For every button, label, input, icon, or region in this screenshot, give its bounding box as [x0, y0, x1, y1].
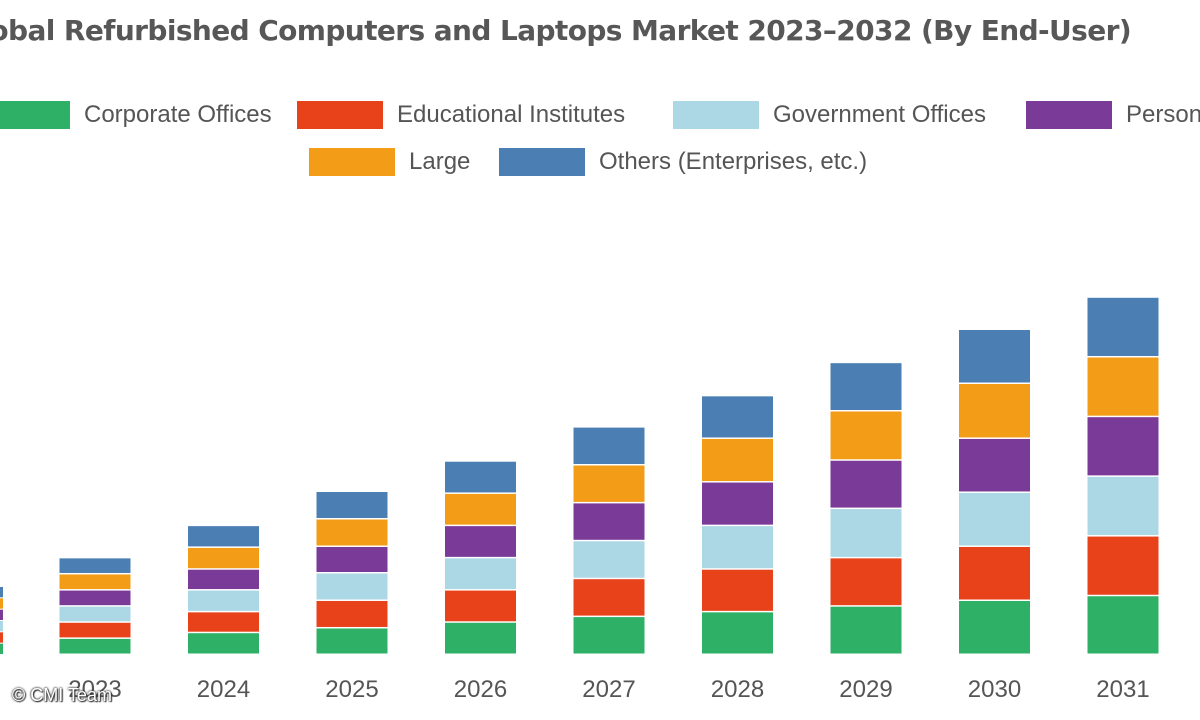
- bar-segment-2025-0: [316, 628, 388, 654]
- legend-label-corporate-offices: Corporate Offices: [84, 101, 272, 128]
- bar-segment-2024-4: [188, 547, 259, 569]
- legend-item-personal: Personal: [1026, 100, 1200, 130]
- bar-segment-2027-2: [573, 541, 645, 578]
- bar-segment-2024-3: [188, 569, 259, 590]
- legend-swatch-others: [499, 148, 585, 176]
- bar-segment-2031-0: [1087, 596, 1159, 654]
- bar-segment-2030-0: [959, 600, 1030, 654]
- bar-segment-2025-1: [316, 600, 388, 627]
- bar-segment-2030-2: [959, 492, 1030, 546]
- bar-segment-2026-0: [445, 622, 516, 654]
- legend-item-large: Large: [309, 147, 470, 177]
- x-tick-2026: 2026: [453, 676, 508, 703]
- bar-segment-2023-5: [59, 558, 131, 573]
- bar-segment-2031-2: [1087, 476, 1159, 536]
- bar-segment-2028-5: [702, 396, 773, 438]
- bar-segment-2023-1: [59, 622, 131, 638]
- bar-segment-2025-5: [316, 492, 388, 519]
- bar-segment-2025-2: [316, 573, 388, 600]
- legend-swatch-corporate-offices: [0, 101, 70, 129]
- x-tick-2031: 2031: [1096, 676, 1150, 703]
- chart-title: Global Refurbished Computers and Laptops…: [0, 14, 1132, 47]
- legend-swatch-educational-institutes: [297, 101, 383, 129]
- bar-segment-cropped-3: [0, 609, 3, 620]
- x-tick-2023: 2023: [68, 676, 122, 703]
- legend-label-government-offices: Government Offices: [773, 101, 986, 128]
- bar-segment-2024-0: [188, 633, 259, 654]
- bar-segment-2024-5: [188, 526, 259, 547]
- bar-segment-2026-4: [445, 493, 516, 525]
- x-tick-2025: 2025: [325, 676, 379, 703]
- bar-segment-2031-1: [1087, 536, 1159, 595]
- bar-segment-2026-2: [445, 558, 516, 590]
- legend-label-large: Large: [409, 148, 471, 175]
- bar-segment-2026-1: [445, 590, 516, 622]
- legend-label-educational-institutes: Educational Institutes: [397, 101, 626, 128]
- bar-segment-cropped-2: [0, 621, 3, 632]
- bar-segment-2027-1: [573, 579, 645, 616]
- bar-segment-cropped-5: [0, 587, 3, 598]
- bar-segment-2026-3: [445, 526, 516, 557]
- legend-swatch-personal: [1026, 101, 1112, 129]
- legend-swatch-government-offices: [673, 101, 759, 129]
- bar-segment-2026-5: [445, 461, 516, 493]
- bar-segment-2027-3: [573, 503, 645, 540]
- bar-segment-2027-0: [573, 617, 645, 654]
- legend-item-government-offices: Government Offices: [673, 100, 986, 130]
- legend-label-others: Others (Enterprises, etc.): [599, 148, 868, 175]
- x-tick-2024: 2024: [196, 676, 251, 703]
- bar-segment-cropped-4: [0, 598, 3, 609]
- bar-segment-2028-3: [702, 482, 773, 525]
- bar-segment-2025-4: [316, 519, 388, 546]
- bar-segment-2028-4: [702, 438, 773, 482]
- bar-segment-2028-1: [702, 569, 773, 611]
- bar-segment-2031-5: [1087, 297, 1159, 356]
- x-tick-2028: 2028: [710, 676, 765, 703]
- bar-segment-2027-4: [573, 465, 645, 502]
- bar-segment-2029-5: [830, 363, 902, 410]
- bar-segment-cropped-1: [0, 632, 3, 643]
- bar-segment-2027-5: [573, 427, 645, 464]
- bar-segment-2030-5: [959, 330, 1030, 383]
- bar-segment-2029-4: [830, 411, 902, 460]
- x-tick-2027: 2027: [582, 676, 636, 703]
- bar-segment-2030-4: [959, 384, 1030, 438]
- bar-segment-2029-3: [830, 460, 902, 508]
- x-tick-2029: 2029: [839, 676, 893, 703]
- legend-item-others: Others (Enterprises, etc.): [499, 147, 867, 177]
- watermark-text: © CMI Team: [12, 685, 112, 705]
- bar-segment-2031-4: [1087, 357, 1159, 416]
- bar-segment-2023-4: [59, 574, 131, 590]
- bar-segment-2023-2: [59, 606, 131, 622]
- bar-segment-2031-3: [1087, 417, 1159, 476]
- legend-item-corporate-offices: Corporate Offices: [0, 100, 272, 130]
- bar-segment-2028-2: [702, 526, 773, 569]
- bar-segment-2023-0: [59, 638, 131, 654]
- bar-segment-2030-3: [959, 438, 1030, 492]
- bar-segment-2025-3: [316, 546, 388, 573]
- x-tick-2030: 2030: [967, 676, 1022, 703]
- legend-item-educational-institutes: Educational Institutes: [297, 100, 625, 130]
- bar-segment-2029-1: [830, 558, 902, 606]
- bar-segment-2029-0: [830, 606, 902, 654]
- bar-segment-2024-2: [188, 590, 259, 611]
- legend-swatch-large: [309, 148, 395, 176]
- bar-segment-cropped-0: [0, 643, 3, 654]
- bar-segment-2024-1: [188, 612, 259, 632]
- legend-label-personal: Personal: [1126, 101, 1200, 128]
- bar-segment-2023-3: [59, 590, 131, 606]
- bar-segment-2029-2: [830, 509, 902, 557]
- bar-segment-2030-1: [959, 546, 1030, 600]
- bar-segment-2028-0: [702, 612, 773, 654]
